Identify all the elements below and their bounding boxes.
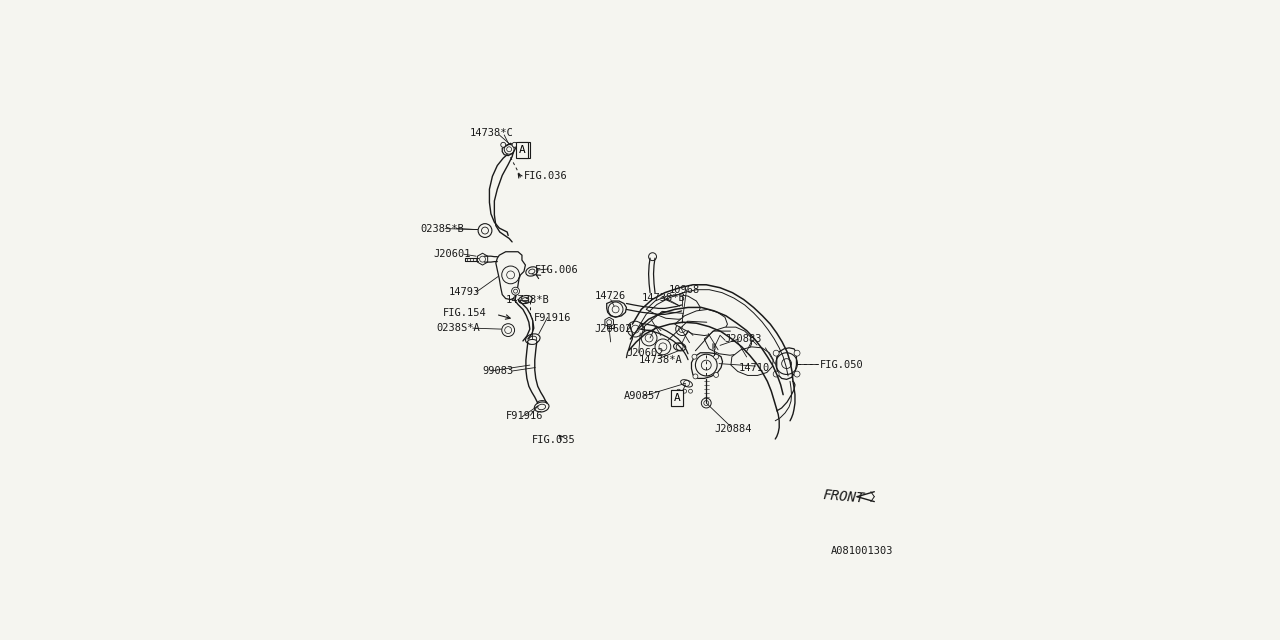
Text: 0238S*B: 0238S*B (420, 223, 465, 234)
Polygon shape (502, 143, 516, 156)
Text: FIG.154: FIG.154 (443, 308, 486, 318)
Text: 14710: 14710 (739, 362, 771, 372)
Text: 99083: 99083 (483, 366, 513, 376)
Polygon shape (704, 327, 751, 355)
Text: 10968: 10968 (668, 285, 700, 294)
Text: 14738*B: 14738*B (643, 292, 686, 303)
Polygon shape (477, 253, 488, 265)
Polygon shape (731, 347, 773, 376)
Text: FIG.036: FIG.036 (524, 172, 567, 181)
Ellipse shape (534, 402, 549, 412)
Circle shape (627, 321, 643, 337)
Text: 14738*A: 14738*A (639, 355, 682, 365)
Polygon shape (495, 252, 525, 300)
Circle shape (692, 355, 696, 359)
Text: 14738*C: 14738*C (470, 129, 513, 138)
Circle shape (714, 372, 718, 378)
Circle shape (512, 287, 520, 295)
Polygon shape (636, 324, 645, 334)
Text: FIG.050: FIG.050 (819, 360, 863, 370)
Text: 0238S*A: 0238S*A (436, 323, 480, 333)
Ellipse shape (673, 343, 686, 351)
Text: A081001303: A081001303 (831, 546, 893, 556)
Circle shape (794, 350, 800, 356)
Text: J20883: J20883 (724, 334, 762, 344)
Text: 14726: 14726 (594, 291, 626, 301)
Ellipse shape (527, 339, 538, 344)
Text: F91916: F91916 (534, 313, 571, 323)
Polygon shape (646, 294, 700, 319)
Ellipse shape (538, 401, 547, 406)
Text: A: A (673, 393, 680, 403)
Text: J20602: J20602 (594, 324, 632, 334)
Circle shape (794, 371, 800, 377)
Text: A: A (673, 393, 680, 403)
Text: F91916: F91916 (506, 411, 543, 421)
Circle shape (714, 355, 718, 359)
Circle shape (502, 324, 515, 337)
Text: 14793: 14793 (449, 287, 480, 297)
Ellipse shape (526, 334, 540, 344)
Text: A90857: A90857 (623, 391, 662, 401)
Text: J20601: J20601 (433, 249, 471, 259)
Polygon shape (777, 348, 796, 380)
Text: FIG.035: FIG.035 (531, 435, 576, 445)
Ellipse shape (681, 380, 692, 387)
Text: J20884: J20884 (714, 424, 751, 434)
Ellipse shape (676, 308, 687, 316)
Polygon shape (691, 353, 722, 378)
Circle shape (500, 142, 506, 147)
Text: 14738*B: 14738*B (506, 294, 549, 305)
Text: J20602: J20602 (626, 348, 664, 358)
Circle shape (773, 350, 780, 356)
Circle shape (512, 142, 517, 147)
Ellipse shape (526, 267, 538, 276)
Text: FIG.006: FIG.006 (535, 265, 579, 275)
Ellipse shape (518, 296, 532, 303)
Circle shape (479, 223, 492, 237)
Text: A: A (521, 145, 527, 155)
Circle shape (676, 323, 689, 335)
Text: FRONT: FRONT (823, 488, 865, 506)
Circle shape (649, 253, 657, 260)
Polygon shape (675, 309, 727, 335)
Circle shape (709, 337, 719, 347)
Circle shape (773, 371, 780, 377)
Circle shape (692, 374, 698, 379)
Text: A: A (518, 145, 525, 155)
Circle shape (655, 339, 671, 355)
Polygon shape (605, 317, 613, 327)
Circle shape (701, 398, 712, 408)
Circle shape (641, 330, 657, 346)
Polygon shape (607, 301, 626, 317)
